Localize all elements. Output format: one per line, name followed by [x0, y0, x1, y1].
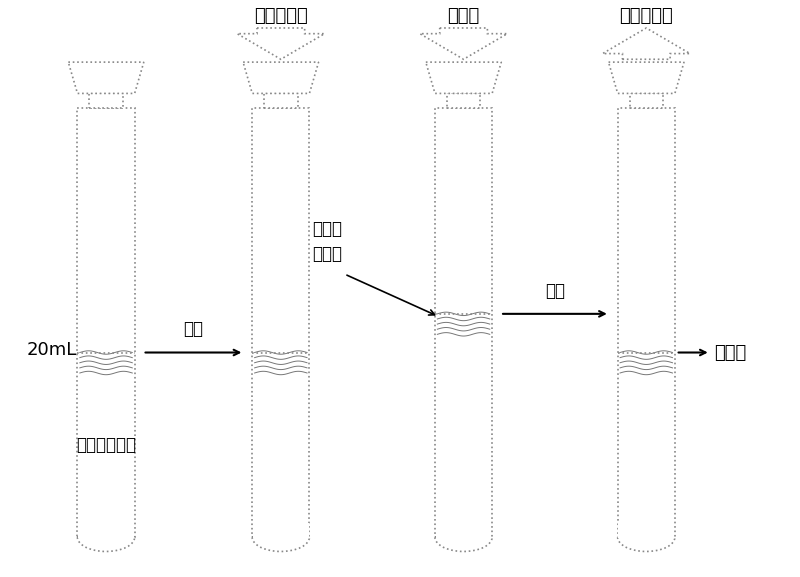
Text: 加盐: 加盐 — [183, 320, 203, 338]
Text: 提取萍取剂: 提取萍取剂 — [619, 7, 673, 25]
Polygon shape — [237, 28, 325, 59]
Bar — [78, 523, 134, 538]
Text: 脉氯后的水样: 脉氯后的水样 — [76, 436, 136, 454]
Text: 静置: 静置 — [545, 282, 565, 299]
Bar — [253, 523, 309, 538]
Bar — [618, 108, 675, 537]
Text: 液面略
有上升: 液面略 有上升 — [313, 220, 342, 263]
Bar — [630, 93, 663, 108]
Polygon shape — [602, 28, 690, 59]
Polygon shape — [609, 62, 684, 93]
Bar — [447, 93, 480, 108]
Bar — [436, 523, 491, 538]
Bar — [252, 108, 310, 537]
Polygon shape — [243, 62, 318, 93]
Bar — [435, 108, 492, 537]
Bar — [78, 108, 134, 537]
Bar — [618, 523, 674, 538]
Text: 20mL: 20mL — [26, 340, 77, 359]
Polygon shape — [68, 62, 144, 93]
Text: 萍取剂: 萍取剂 — [714, 343, 747, 362]
Bar — [90, 93, 122, 108]
Bar — [264, 93, 298, 108]
Text: 无水硫酸钔: 无水硫酸钔 — [254, 7, 308, 25]
Text: 萍取剂: 萍取剂 — [447, 7, 480, 25]
Polygon shape — [420, 28, 507, 59]
Polygon shape — [426, 62, 502, 93]
